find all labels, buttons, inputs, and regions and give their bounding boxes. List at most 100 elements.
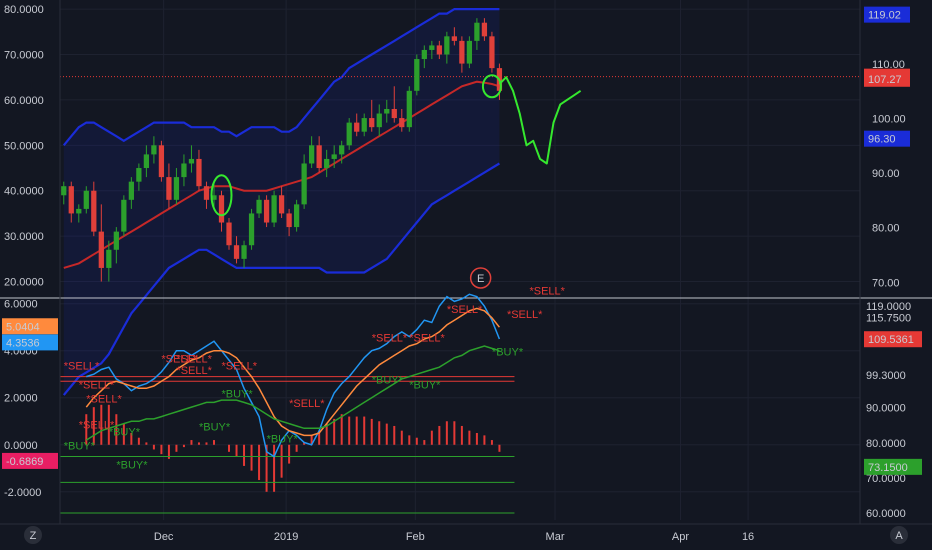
candle-body: [61, 186, 67, 196]
button-label: Z: [30, 530, 37, 542]
left-axis-tick: 6.0000: [4, 299, 38, 311]
buy-signal-label: *BUY*: [267, 433, 299, 445]
sell-signal-label: *SELL*: [176, 353, 212, 365]
candle-body: [436, 45, 442, 55]
oscillator-right-badge: 73.1500: [864, 458, 922, 475]
candle: [121, 195, 127, 237]
candle-body: [128, 181, 134, 200]
right-price-axis[interactable]: 110.00 100.00 90.00 80.00 70.00: [872, 59, 906, 289]
candle: [61, 181, 67, 205]
left-axis-tick: 70.0000: [4, 49, 44, 61]
candle-body: [83, 190, 89, 209]
candle: [309, 136, 315, 169]
sell-signal-label: *SELL*: [409, 332, 445, 344]
right-axis-tick: 119.0000: [866, 301, 911, 313]
candle: [459, 36, 465, 73]
badge-bg: [864, 6, 910, 23]
candle: [68, 181, 74, 223]
candle-body: [113, 231, 119, 250]
candle: [271, 190, 277, 228]
candle: [181, 154, 187, 187]
candle-body: [173, 177, 180, 200]
candle-body: [278, 195, 285, 214]
candle-body: [489, 36, 495, 69]
buy-signal-label: *BUY*: [492, 346, 524, 358]
oscillator-right-badge: 109.5361: [864, 331, 922, 348]
candle: [399, 108, 405, 132]
candle: [151, 136, 157, 164]
candle-body: [384, 108, 390, 114]
left-axis-tick: 60.0000: [4, 95, 44, 107]
oscillator-fast-line: [86, 293, 501, 458]
projection-path: [498, 76, 582, 165]
badge-bg: [2, 318, 58, 335]
candle: [128, 177, 134, 209]
time-axis[interactable]: Dec 2019 Feb Mar Apr 16: [154, 531, 754, 543]
right-axis-tick: 80.0000: [866, 438, 906, 450]
right-axis-tick: 110.00: [872, 59, 905, 71]
time-axis-label: Apr: [672, 531, 689, 543]
candle: [166, 163, 172, 209]
candle-body: [331, 154, 337, 159]
sell-signal-label: *SELL*: [79, 419, 115, 431]
candle: [173, 168, 180, 205]
candle: [451, 27, 457, 46]
candle-body: [136, 168, 142, 182]
candle: [346, 118, 352, 150]
earnings-label: E: [477, 273, 484, 285]
earnings-marker[interactable]: E: [469, 267, 492, 289]
candle-body: [399, 118, 405, 128]
candle-body: [241, 245, 247, 259]
candles: [61, 18, 503, 282]
badge-text: 5.0404: [6, 321, 40, 333]
badge-text: -0.6869: [6, 456, 43, 468]
candle-body: [301, 163, 307, 205]
candle: [256, 195, 262, 218]
candle-body: [354, 122, 360, 132]
candle: [324, 149, 330, 178]
right-axis-tick: 70.00: [872, 277, 900, 289]
candle: [331, 145, 337, 169]
candle: [391, 86, 397, 123]
candle-body: [414, 59, 420, 91]
left-axis-tick: 30.0000: [4, 231, 44, 243]
candle: [76, 204, 82, 223]
candle: [436, 40, 442, 60]
sell-signal-label: *SELL*: [222, 361, 258, 373]
candle-body: [76, 208, 82, 214]
annotations: [210, 74, 582, 217]
sell-signal-label: *SELL*: [86, 393, 122, 405]
candle: [91, 181, 97, 237]
oscillator-slow-line: [85, 307, 500, 437]
sell-signal-label: *SELL*: [176, 365, 212, 377]
candle-body: [98, 231, 104, 268]
candle-body: [406, 90, 412, 128]
left-price-axis[interactable]: 80.0000 70.0000 60.0000 50.0000 40.0000 30.00…: [4, 4, 44, 288]
candle-body: [256, 199, 262, 214]
candle-body: [181, 163, 187, 178]
candle: [233, 236, 240, 264]
right-axis-tick: 100.00: [872, 113, 906, 125]
candle-body: [309, 145, 315, 164]
badge-bg: [864, 130, 910, 147]
candle-body: [68, 186, 74, 214]
sell-signal-label: *SELL*: [289, 398, 325, 410]
left-axis-tick: 0.0000: [4, 440, 38, 452]
candle: [248, 208, 255, 250]
auto-scale-left-button[interactable]: Z: [24, 526, 42, 544]
buy-signal-label: *BUY*: [199, 422, 231, 434]
candle: [98, 204, 104, 282]
auto-scale-right-button[interactable]: A: [890, 526, 908, 544]
candle: [218, 190, 225, 232]
badge-text: 107.27: [868, 74, 902, 86]
candle: [301, 154, 307, 209]
candle: [188, 145, 195, 173]
candle-body: [226, 222, 232, 246]
candle-body: [444, 36, 450, 55]
candle-body: [271, 195, 277, 223]
candle: [293, 199, 300, 232]
candle-body: [203, 186, 210, 200]
